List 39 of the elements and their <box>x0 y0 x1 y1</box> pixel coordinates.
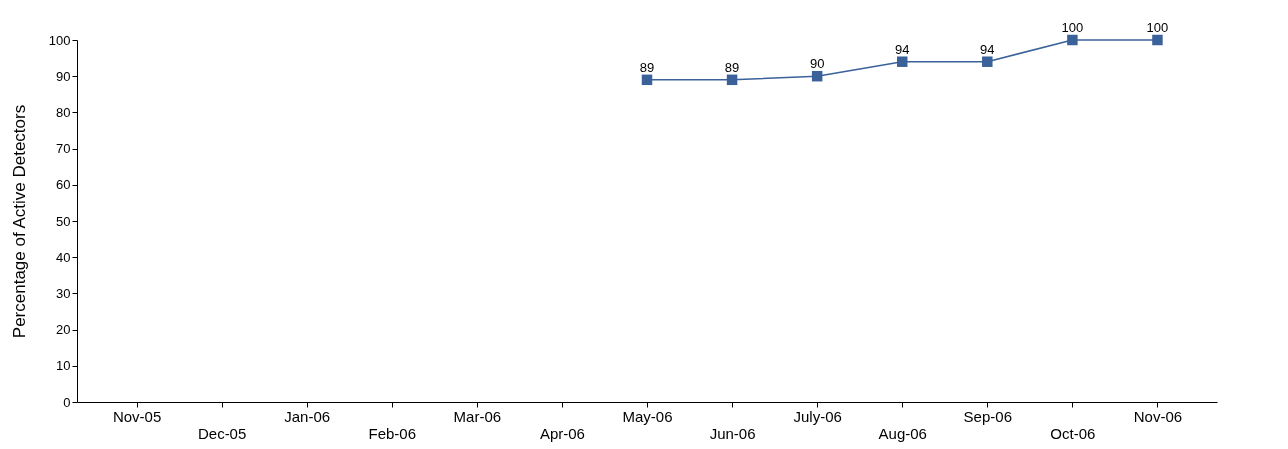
data-label: 94 <box>980 41 995 57</box>
x-tick-label: Aug-06 <box>878 424 927 442</box>
y-tick-label: 70 <box>56 141 71 157</box>
x-tick-label: Apr-06 <box>539 424 585 442</box>
y-tick-label: 40 <box>56 249 71 265</box>
y-tick-label: 20 <box>56 322 71 338</box>
y-tick-label: 90 <box>56 68 71 84</box>
point <box>896 56 908 67</box>
point <box>641 74 653 86</box>
point <box>726 74 738 86</box>
data-label: 94 <box>894 41 910 57</box>
x-tick-label: Dec-05 <box>197 424 247 442</box>
y-tick-label: 80 <box>56 104 71 120</box>
x-tick-label: Feb-06 <box>368 424 417 442</box>
x-tick-label: Nov-05 <box>112 407 162 425</box>
data-label: 100 <box>1061 20 1084 35</box>
x-tick-label: May-06 <box>622 407 673 425</box>
x-tick-label: Jun-06 <box>709 424 756 442</box>
x-tick-label: Nov-06 <box>1133 407 1183 425</box>
point <box>982 56 993 67</box>
point <box>1067 34 1078 46</box>
y-tick-label: 60 <box>56 177 71 193</box>
y-tick-label: 0 <box>63 394 71 410</box>
y-tick-label: 100 <box>48 32 71 48</box>
y-tick-label: 30 <box>56 285 71 301</box>
data-label: 90 <box>809 56 825 72</box>
point <box>811 70 823 82</box>
x-tick-label: Sep-06 <box>963 407 1012 425</box>
x-tick-label: Oct-06 <box>1050 424 1096 442</box>
point <box>1152 34 1163 46</box>
y-tick-label: 50 <box>56 213 71 229</box>
data-label: 89 <box>724 59 740 75</box>
data-label: 89 <box>639 59 655 75</box>
x-tick-label: July-06 <box>793 407 842 425</box>
data-label: 100 <box>1146 20 1169 35</box>
x-tick-label: Mar-06 <box>453 407 502 425</box>
y-tick-label: 10 <box>56 358 71 374</box>
y-axis-title: Percentage of Active Detectors <box>9 104 29 339</box>
x-tick-label: Jan-06 <box>284 407 331 425</box>
